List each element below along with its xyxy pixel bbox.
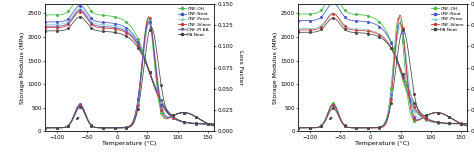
Y-axis label: Loss Factor: Loss Factor [238,50,243,85]
X-axis label: Temperature (°C): Temperature (°C) [102,141,156,146]
Legend: CNF-OH, CNF-Neat, CNF-Perox, CNF-Silane, PA Neat: CNF-OH, CNF-Neat, CNF-Perox, CNF-Silane,… [431,6,465,32]
Legend: CNF-OH, CNF-Neat, CNF-Perox, CNF-Silane, CNF-PI BA, PA Neat: CNF-OH, CNF-Neat, CNF-Perox, CNF-Silane,… [178,6,211,37]
X-axis label: Temperature (°C): Temperature (°C) [356,141,410,146]
Y-axis label: Storage Modulus (MPa): Storage Modulus (MPa) [20,31,25,104]
Y-axis label: Storage Modulus (MPa): Storage Modulus (MPa) [273,31,278,104]
